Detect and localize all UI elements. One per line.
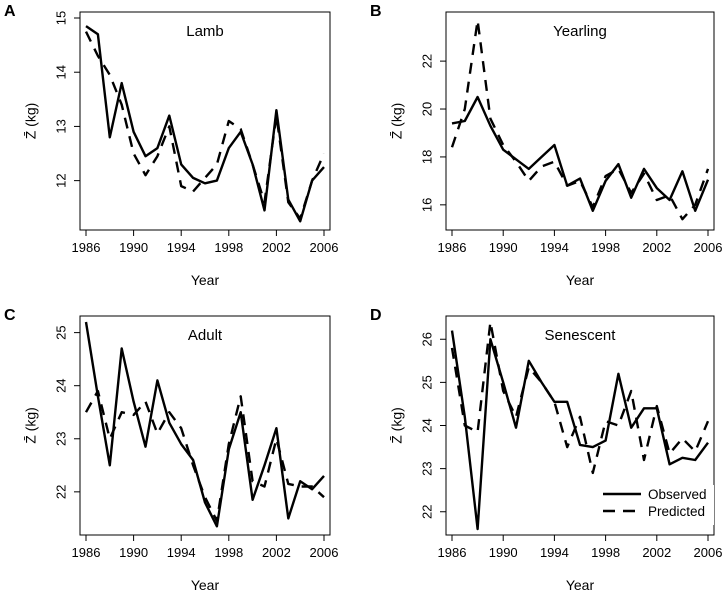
y-tick-label: 13 [53,119,68,133]
x-tick-label: 2006 [694,545,723,560]
y-tick-label: 23 [419,461,434,475]
legend-box [596,485,714,525]
y-tick-label: 24 [419,418,434,432]
x-tick-label: 1986 [438,240,467,255]
y-tick-label: 20 [419,102,434,116]
x-tick-label: 1998 [591,545,620,560]
x-tick-label: 1994 [167,240,196,255]
y-tick-label: 16 [419,198,434,212]
y-tick-label: 23 [53,432,68,446]
y-tick-label: 25 [419,375,434,389]
plot-frame [445,11,715,231]
x-tick-label: 2002 [642,240,671,255]
x-tick-label: 2002 [642,545,671,560]
x-tick-label: 1990 [119,240,148,255]
y-tick-label: 22 [53,485,68,499]
x-axis-label: Year [191,577,220,593]
plot-frame [79,315,331,536]
panel-title: Yearling [553,23,607,40]
x-tick-label: 1990 [119,545,148,560]
x-tick-label: 1998 [214,545,243,560]
y-tick-label: 25 [53,325,68,339]
series-predicted-line [450,320,710,475]
chart-panels: A Lamb 1986 1990 1994 1998 2002 2006 12 13 14 15 Yea… [4,3,722,593]
panel-senescent: D Senescent 1986 1990 1994 1998 2002 2006 22 23 24… [370,307,722,593]
plot-frame [79,11,331,231]
x-tick-label: 2006 [310,545,339,560]
y-tick-label: 22 [419,505,434,519]
x-tick-label: 1986 [438,545,467,560]
x-tick-label: 2006 [694,240,723,255]
x-tick-label: 1990 [489,545,518,560]
y-tick-label: 24 [53,378,68,392]
x-tick-label: 1986 [72,545,101,560]
x-tick-label: 1986 [72,240,101,255]
panel-letter: D [370,307,382,324]
panel-letter: A [4,3,16,20]
x-axis-label: Year [566,272,595,288]
y-axis-label: Z̄ (kg) [389,103,405,140]
legend: Observed Predicted [596,485,714,525]
x-tick-label: 2006 [310,240,339,255]
x-tick-label: 2002 [262,240,291,255]
x-axis-label: Year [191,272,220,288]
x-tick-label: 1994 [540,545,569,560]
series-observed-line [450,330,709,531]
x-tick-label: 1994 [540,240,569,255]
x-tick-label: 1998 [591,240,620,255]
y-tick-label: 12 [53,173,68,187]
y-axis-label: Z̄ (kg) [389,407,405,444]
series-observed-line [84,321,325,528]
x-tick-label: 1994 [167,545,196,560]
x-axis-label: Year [566,577,595,593]
y-tick-label: 18 [419,150,434,164]
y-tick-label: 14 [53,65,68,79]
y-tick-label: 15 [53,11,68,25]
panel-letter: C [4,307,16,324]
legend-predicted-label: Predicted [648,504,705,519]
y-axis-label: Z̄ (kg) [23,407,39,444]
panel-adult: C Adult 1986 1990 1994 1998 2002 2006 22 23 24 25 Ye… [4,307,338,593]
panel-title: Lamb [186,23,224,40]
x-tick-label: 1990 [489,240,518,255]
panel-title: Adult [188,327,223,344]
panel-lamb: A Lamb 1986 1990 1994 1998 2002 2006 12 13 14 15 Yea… [4,3,338,288]
x-tick-label: 2002 [262,545,291,560]
series-observed-line [85,25,325,223]
series-predicted-line [450,19,710,221]
series-observed-line [451,95,710,213]
series-predicted-line [84,31,326,220]
panel-yearling: B Yearling 1986 1990 1994 1998 2002 2006 16 18 20 2… [370,3,722,288]
y-tick-label: 26 [419,332,434,346]
legend-observed-label: Observed [648,487,707,502]
y-axis-label: Z̄ (kg) [23,103,39,140]
panel-letter: B [370,3,382,20]
x-tick-label: 1998 [214,240,243,255]
series-predicted-line [84,389,325,523]
panel-title: Senescent [545,327,617,344]
y-tick-label: 22 [419,54,434,68]
